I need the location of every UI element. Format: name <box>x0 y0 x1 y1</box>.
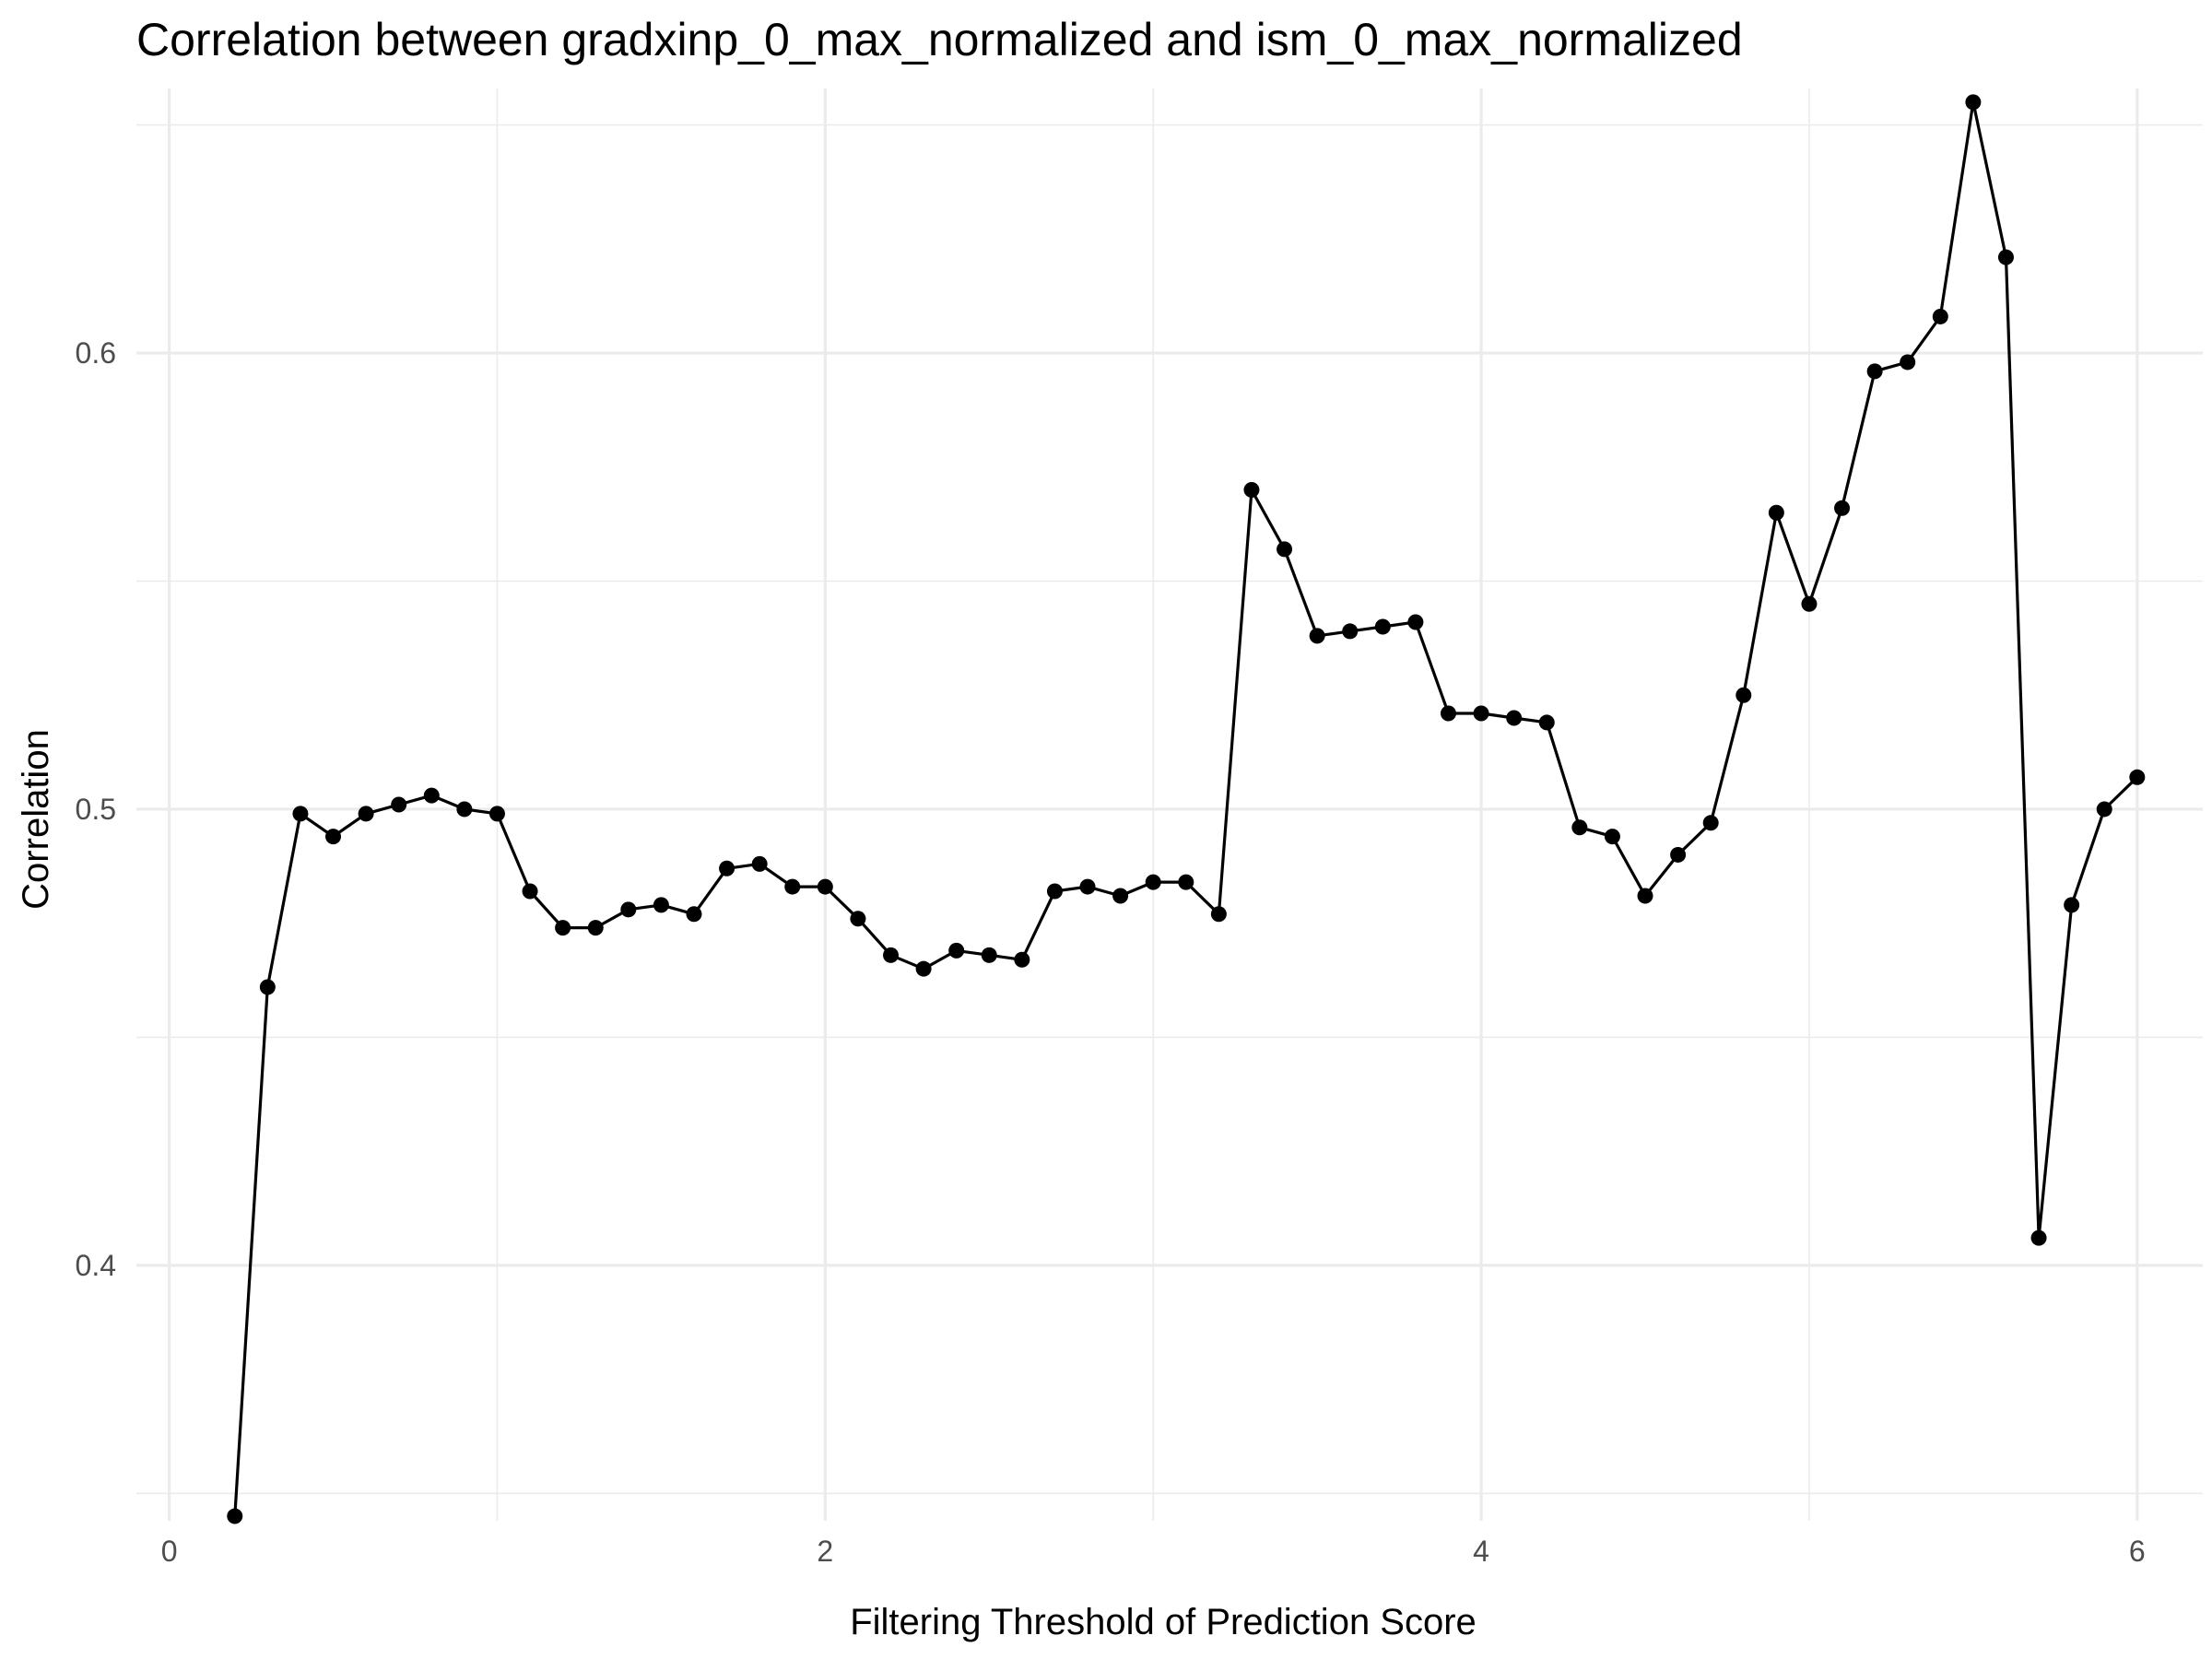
data-point <box>227 1508 243 1524</box>
data-point <box>423 787 440 804</box>
data-point <box>1932 308 1948 324</box>
data-point <box>358 806 374 822</box>
data-point <box>1997 249 2014 265</box>
grid-lines <box>136 88 2203 1521</box>
data-point <box>620 901 637 918</box>
data-point <box>456 801 473 818</box>
x-axis-title: Filtering Threshold of Prediction Score <box>850 1602 1477 1642</box>
x-tick-label: 0 <box>161 1535 178 1568</box>
x-tick-label: 4 <box>1473 1535 1489 1568</box>
data-point <box>1440 705 1456 722</box>
data-point <box>1670 846 1687 863</box>
data-point <box>1506 710 1523 726</box>
data-point <box>1702 815 1719 831</box>
data-point <box>1342 623 1359 640</box>
data-point <box>587 920 604 936</box>
data-point <box>1637 888 1653 904</box>
data-point <box>1407 614 1424 630</box>
data-point <box>1473 705 1489 722</box>
data-point <box>1178 874 1194 890</box>
data-point <box>1046 883 1063 900</box>
data-point <box>1210 906 1227 923</box>
data-point <box>1538 714 1555 731</box>
data-point <box>2096 801 2112 818</box>
data-point <box>2064 897 2080 913</box>
data-point <box>915 960 932 977</box>
data-point <box>784 878 801 895</box>
data-point <box>1014 951 1030 968</box>
data-point <box>1309 628 1325 644</box>
data-point <box>555 920 571 936</box>
data-point <box>1374 618 1391 635</box>
data-point <box>1834 500 1851 516</box>
data-point <box>2129 769 2146 785</box>
data-point <box>751 855 768 872</box>
data-point <box>1079 878 1096 895</box>
data-point <box>1277 541 1293 558</box>
data-point <box>325 829 342 845</box>
data-point <box>719 860 735 877</box>
x-tick-label: 6 <box>2129 1535 2146 1568</box>
data-point <box>1243 482 1260 499</box>
data-point <box>522 883 538 900</box>
y-axis-title: Correlation <box>16 729 56 910</box>
y-tick-label: 0.4 <box>76 1249 116 1282</box>
data-point <box>1604 829 1620 845</box>
y-tick-label: 0.5 <box>76 793 116 826</box>
data-point <box>2030 1230 2047 1246</box>
data-point <box>686 906 702 923</box>
data-point <box>1145 874 1161 890</box>
data-point <box>391 796 407 813</box>
y-axis-ticks: 0.4 0.5 0.6 <box>76 336 116 1282</box>
y-tick-label: 0.6 <box>76 336 116 370</box>
chart-title: Correlation between gradxinp_0_max_norma… <box>136 14 1743 65</box>
data-point <box>883 947 900 963</box>
data-point <box>1571 819 1588 836</box>
data-point <box>1900 354 1916 371</box>
series-layer <box>227 94 2146 1524</box>
data-point <box>981 947 997 963</box>
x-axis-ticks: 0 2 4 6 <box>161 1535 2146 1568</box>
data-point <box>1768 504 1784 521</box>
data-point <box>948 942 965 959</box>
data-point <box>1866 363 1883 380</box>
data-point <box>1965 94 1982 111</box>
data-point <box>1735 687 1752 703</box>
data-point <box>850 911 866 927</box>
data-point <box>817 878 833 895</box>
data-point <box>259 979 276 995</box>
x-tick-label: 2 <box>817 1535 833 1568</box>
data-point <box>488 806 505 822</box>
data-point <box>653 897 669 913</box>
data-point <box>292 806 309 822</box>
data-point <box>1801 595 1818 612</box>
data-point <box>1112 888 1129 904</box>
